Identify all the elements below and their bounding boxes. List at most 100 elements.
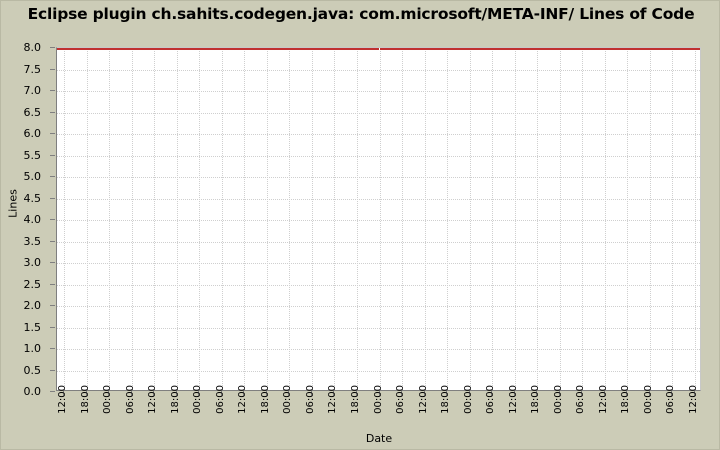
x-tick-label: 18:00 <box>79 385 91 414</box>
x-tick-label: 00:00 <box>462 385 474 414</box>
gridline-horizontal <box>57 263 700 264</box>
gridline-vertical <box>176 48 178 390</box>
gridline-vertical <box>221 48 223 390</box>
series-line-segment <box>559 48 583 50</box>
series-line-segment <box>582 48 605 50</box>
x-tick-mark <box>175 391 177 396</box>
gridline-vertical <box>447 48 449 390</box>
y-tick-mark <box>50 348 55 349</box>
y-tick-label: 2.0 <box>23 299 42 312</box>
y-tick-label: 7.5 <box>23 62 42 76</box>
series-line-segment <box>57 48 64 50</box>
series-line-segment <box>199 48 222 50</box>
y-tick-label: 1.0 <box>23 342 42 355</box>
series-line-segment <box>109 48 132 50</box>
chart-title: Eclipse plugin ch.sahits.codegen.java: c… <box>27 5 695 23</box>
x-tick-label: 12:00 <box>237 385 249 414</box>
x-tick-label: 00:00 <box>282 385 294 414</box>
x-tick-mark <box>310 391 312 396</box>
x-tick-mark <box>243 391 245 396</box>
series-line-segment <box>379 48 403 50</box>
x-tick-mark <box>694 391 695 396</box>
gridline-vertical <box>311 48 313 390</box>
gridline-horizontal <box>57 177 700 178</box>
gridline-vertical <box>627 48 629 390</box>
gridline-vertical <box>379 48 381 390</box>
x-tick-mark <box>513 391 515 396</box>
gridline-vertical <box>356 48 358 390</box>
y-tick-label: 0.0 <box>23 385 42 398</box>
x-tick-label: 18:00 <box>349 385 361 414</box>
series-line-segment <box>131 48 155 50</box>
gridline-vertical <box>154 48 156 390</box>
gridline-vertical <box>402 48 404 390</box>
series-line-segment <box>424 48 448 50</box>
series-line-segment <box>311 48 335 50</box>
x-tick-label: 06:00 <box>665 385 677 414</box>
y-tick-label: 2.5 <box>23 277 42 291</box>
series-layer <box>57 48 700 390</box>
series-line-segment <box>86 48 110 50</box>
x-tick-label: 00:00 <box>192 385 204 414</box>
series-line-segment <box>672 48 695 50</box>
x-tick-mark <box>536 391 538 396</box>
x-tick-mark <box>581 391 583 396</box>
x-tick-mark <box>603 391 605 396</box>
gridline-horizontal <box>57 306 700 307</box>
y-tick-mark <box>50 326 55 328</box>
y-tick-label: 1.5 <box>23 320 42 334</box>
series-line-segment <box>447 48 470 50</box>
gridline-vertical <box>514 48 516 390</box>
x-tick-mark <box>108 391 110 396</box>
x-tick-mark <box>198 391 200 396</box>
series-line-segment <box>176 48 200 50</box>
series-line-segment <box>649 48 673 50</box>
gridline-horizontal <box>57 134 700 135</box>
x-tick-mark <box>648 391 650 396</box>
y-tick-label: 3.5 <box>23 234 42 248</box>
y-tick-label: 4.0 <box>23 213 42 226</box>
x-tick-mark <box>288 391 290 396</box>
gridline-horizontal <box>57 91 700 92</box>
gridline-horizontal <box>57 69 700 71</box>
x-tick-label: 18:00 <box>530 385 542 414</box>
x-tick-mark <box>130 391 132 396</box>
x-tick-label: 18:00 <box>440 385 452 414</box>
gridline-vertical <box>109 48 111 390</box>
gridline-vertical <box>649 48 651 390</box>
x-tick-mark <box>468 391 470 396</box>
series-line-segment <box>154 48 177 50</box>
x-tick-label: 06:00 <box>485 385 497 414</box>
y-tick-label: 4.5 <box>23 191 42 205</box>
y-tick-label: 5.0 <box>23 170 42 183</box>
series-line-segment <box>627 48 650 50</box>
x-tick-label: 12:00 <box>688 385 699 414</box>
gridline-horizontal <box>57 155 700 157</box>
y-tick-mark <box>50 283 55 285</box>
gridline-vertical <box>334 48 336 390</box>
y-tick-mark <box>50 305 55 306</box>
x-tick-mark <box>423 391 425 396</box>
y-tick-mark <box>50 111 55 113</box>
x-tick-label: 18:00 <box>169 385 181 414</box>
x-tick-label: 12:00 <box>417 385 429 414</box>
y-tick-mark <box>50 133 55 134</box>
y-axis: 0.0 0.5 1.0 1.5 2.0 2.5 3.0 3.5 4.0 4.5 5.0 5.5 6.0 6… <box>1 42 55 397</box>
gridline-vertical <box>424 48 426 390</box>
x-tick-label: 12:00 <box>597 385 609 414</box>
gridline-horizontal <box>57 220 700 221</box>
y-tick-mark <box>50 369 55 371</box>
x-tick-mark <box>85 391 87 396</box>
x-tick-label: 12:00 <box>57 385 68 414</box>
gridline-vertical <box>582 48 584 390</box>
series-line-segment <box>244 48 267 50</box>
series-line-segment <box>64 48 87 50</box>
x-tick-label: 00:00 <box>102 385 114 414</box>
gridline-vertical <box>492 48 494 390</box>
series-line-segment <box>492 48 515 50</box>
x-axis-tick-marks <box>56 391 702 397</box>
y-tick-mark <box>50 262 55 263</box>
x-tick-mark <box>333 391 335 396</box>
x-tick-mark <box>378 391 380 396</box>
gridline-vertical <box>695 48 696 390</box>
